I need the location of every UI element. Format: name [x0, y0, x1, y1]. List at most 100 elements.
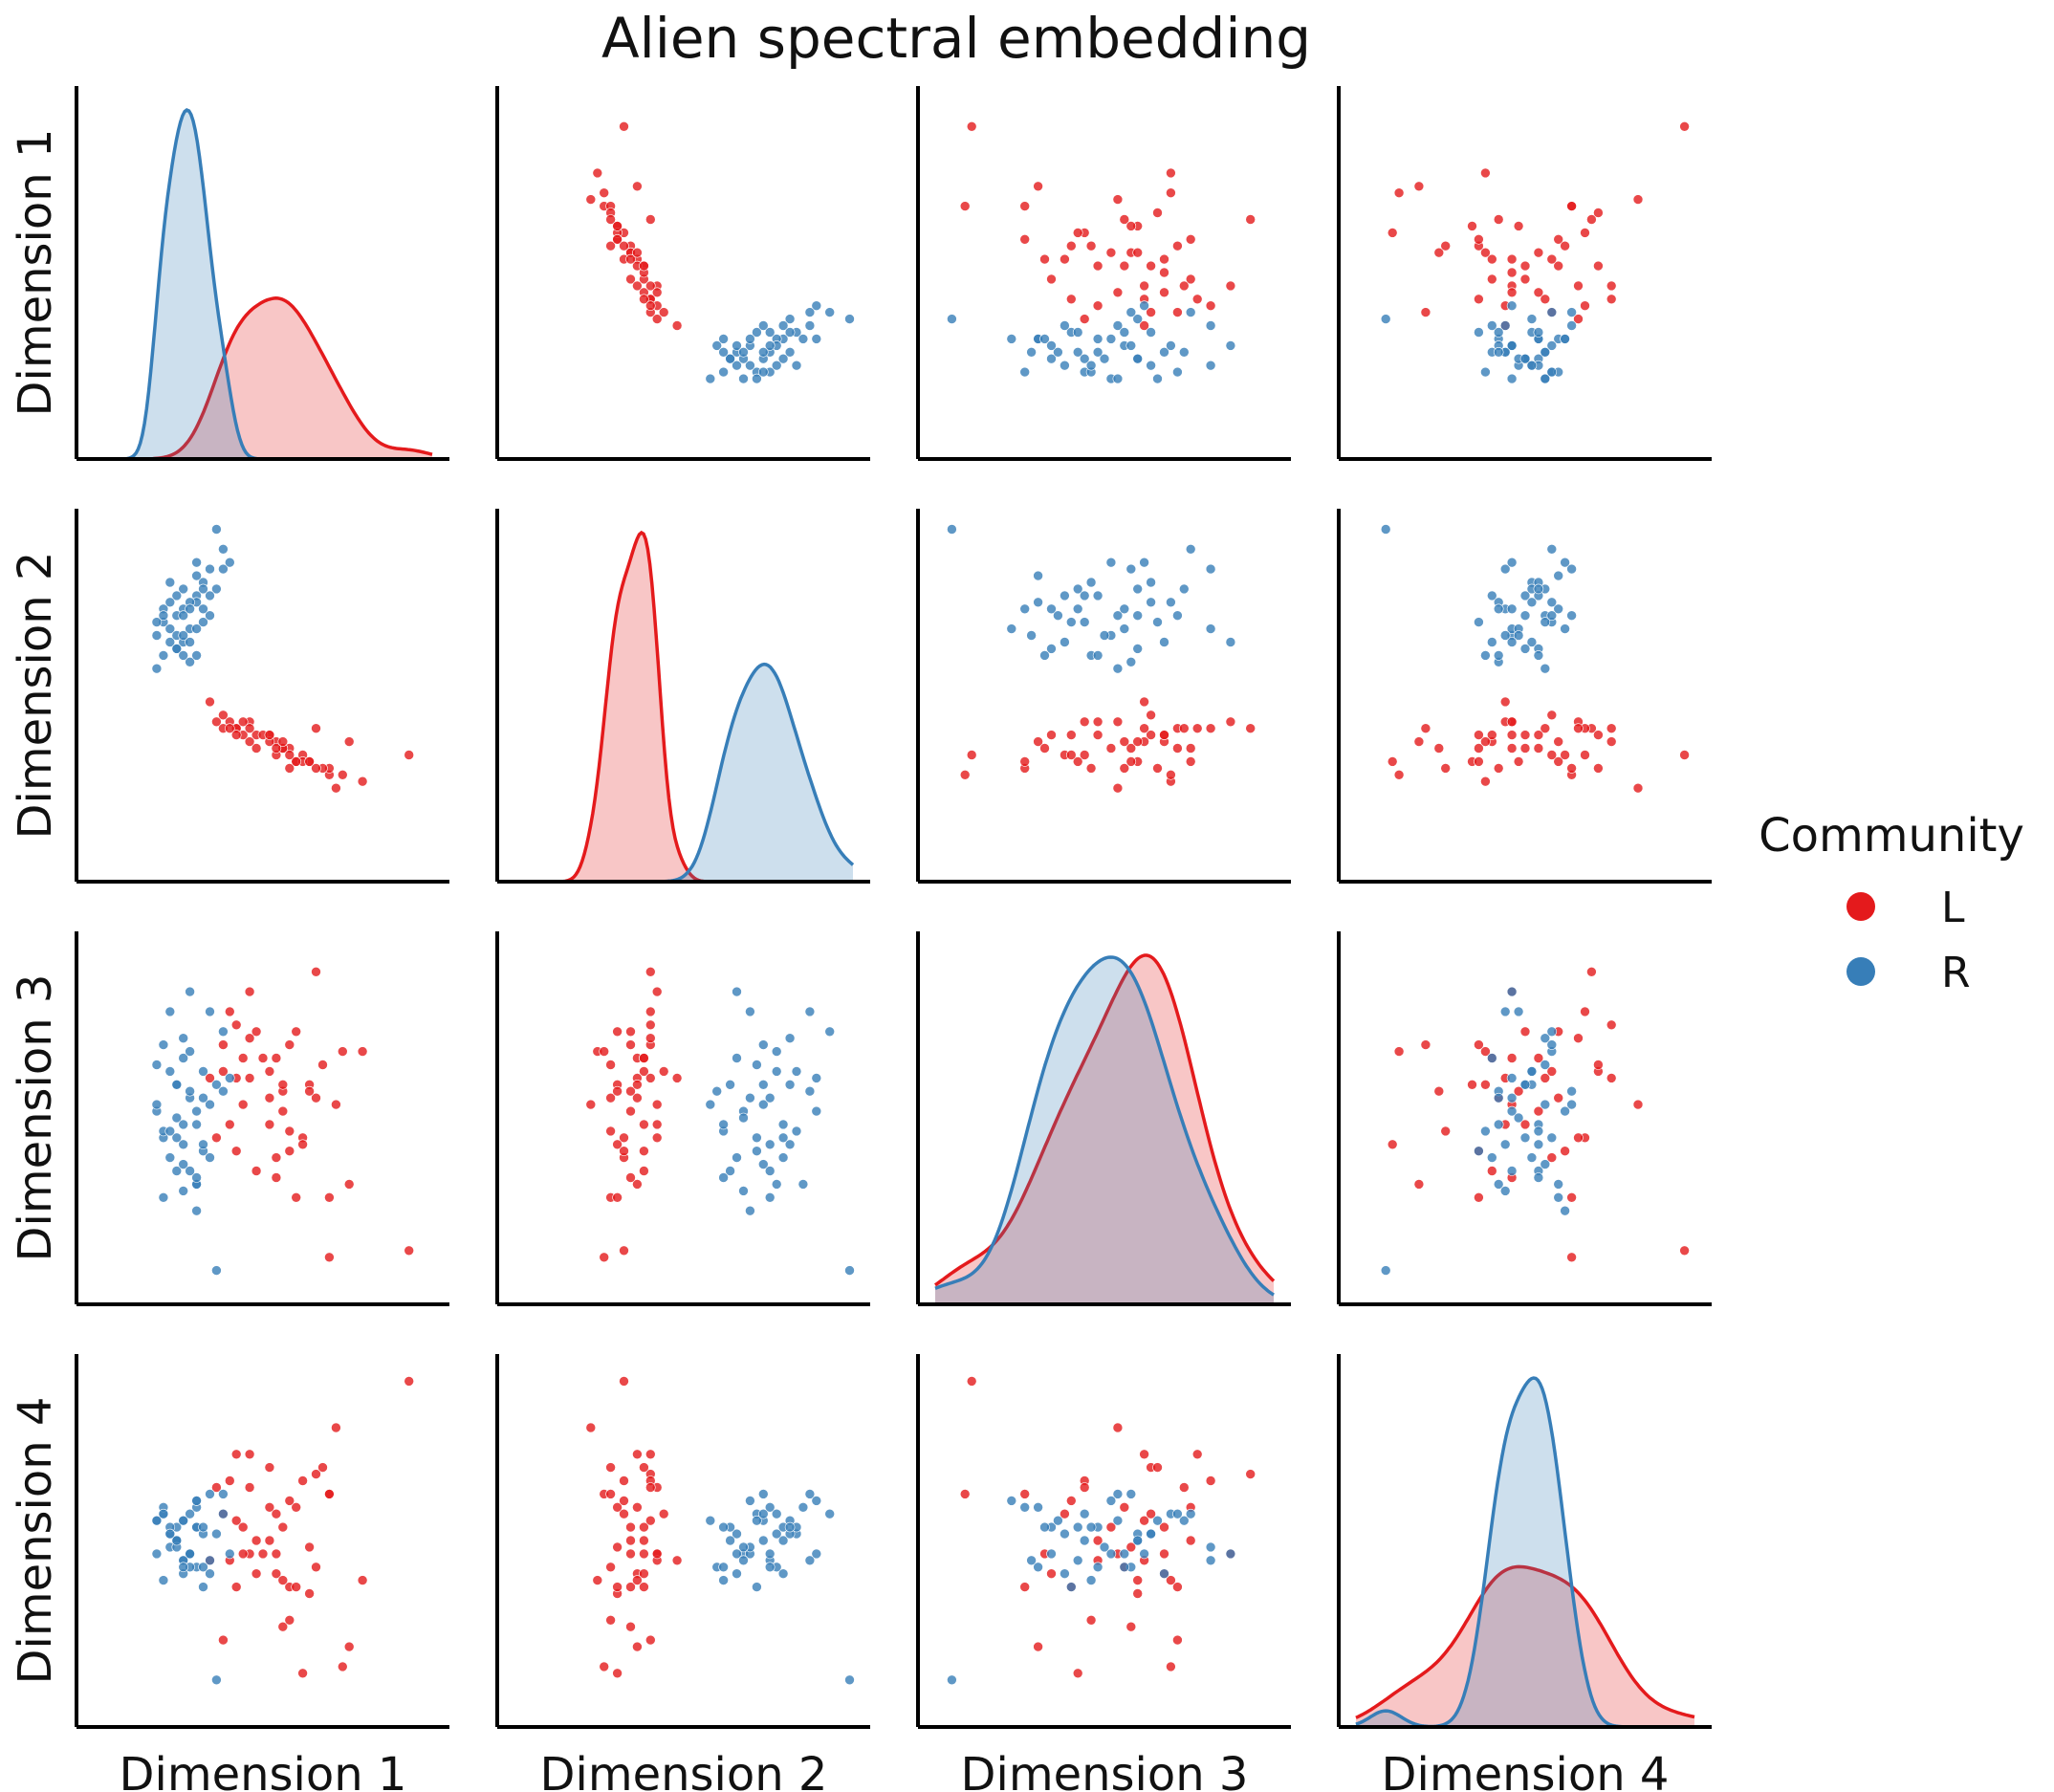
point-r-23: [1079, 590, 1090, 601]
point-l-14: [1225, 716, 1236, 728]
point-r-45: [164, 1066, 176, 1077]
point-r-33: [1085, 577, 1097, 588]
point-r-31: [191, 623, 202, 634]
point-r-37: [1499, 630, 1511, 641]
panel-r3-c4: [1337, 931, 1712, 1306]
point-r-22: [757, 1489, 769, 1499]
point-l-27: [1533, 1105, 1544, 1117]
point-l-18: [1519, 273, 1531, 285]
point-l-36: [599, 1661, 610, 1672]
point-r-24: [718, 334, 729, 344]
point-r-15: [185, 1085, 195, 1097]
point-l-42: [1519, 260, 1531, 272]
point-l-29: [1474, 756, 1484, 767]
point-l-13: [1146, 260, 1156, 272]
point-r-30: [171, 1112, 183, 1124]
point-r-2: [777, 1119, 789, 1130]
point-r-32: [1493, 603, 1504, 615]
point-r-17: [1066, 617, 1077, 627]
point-l-2: [324, 1252, 335, 1263]
point-l-33: [1159, 730, 1169, 740]
point-l-20: [612, 1139, 623, 1150]
point-l-43: [645, 1482, 656, 1493]
point-l-41: [1139, 696, 1149, 708]
point-r-21: [1205, 360, 1216, 371]
point-l-30: [1606, 1073, 1617, 1083]
point-r-42: [1046, 1548, 1057, 1560]
point-r-13: [205, 1555, 215, 1566]
point-l-13: [1593, 260, 1604, 272]
point-r-35: [1487, 320, 1497, 331]
point-l-36: [337, 769, 348, 780]
point-r-44: [1493, 346, 1504, 358]
point-l-8: [585, 1099, 597, 1110]
point-l-27: [1533, 743, 1544, 754]
point-r-41: [757, 1039, 769, 1050]
point-l-1: [1679, 750, 1690, 760]
point-r-19: [1159, 1568, 1169, 1579]
point-l-8: [585, 1422, 597, 1433]
point-r-39: [1519, 353, 1531, 364]
point-r-32: [1119, 1562, 1130, 1573]
point-r-34: [732, 986, 742, 997]
point-r-19: [732, 1053, 742, 1063]
panel-r4-c3: [916, 1354, 1291, 1729]
point-l-40: [612, 1085, 623, 1097]
point-l-7: [612, 1026, 623, 1038]
point-r-40: [1072, 327, 1083, 338]
legend-marker-l: [1846, 892, 1875, 921]
point-r-28: [784, 1080, 796, 1090]
point-l-3: [1245, 723, 1256, 734]
point-l-12: [1566, 1192, 1577, 1203]
point-r-19: [1159, 637, 1169, 647]
point-r-30: [1099, 630, 1110, 641]
point-r-18: [218, 1508, 229, 1519]
point-l-1: [404, 1376, 415, 1387]
point-r-24: [191, 1172, 202, 1183]
point-l-36: [1166, 769, 1176, 780]
point-r-38: [1105, 557, 1117, 568]
point-l-30: [244, 1449, 255, 1460]
point-l-2: [1566, 1252, 1577, 1263]
point-l-10: [271, 1053, 282, 1063]
point-l-27: [625, 1105, 636, 1117]
point-r-38: [811, 1496, 822, 1506]
point-r-6: [752, 1132, 762, 1144]
point-l-4: [357, 776, 368, 787]
point-l-20: [1072, 756, 1083, 767]
point-r-23: [1079, 1535, 1090, 1546]
point-l-38: [271, 743, 282, 754]
point-r-18: [1546, 1026, 1558, 1038]
point-l-4: [592, 1575, 603, 1585]
point-r-13: [804, 320, 816, 331]
point-l-43: [244, 1033, 255, 1043]
point-r-19: [1487, 1053, 1497, 1063]
point-l-19: [639, 1521, 649, 1533]
point-l-36: [1393, 187, 1405, 198]
point-r-8: [784, 346, 796, 358]
point-r-42: [764, 340, 776, 351]
point-l-40: [612, 1541, 623, 1553]
point-r-20: [1033, 1502, 1043, 1513]
point-l-10: [1487, 253, 1497, 265]
point-r-7: [732, 1152, 742, 1163]
kde-fill-r-dimension-4: [1356, 1378, 1694, 1727]
point-l-35: [237, 1548, 249, 1560]
point-r-43: [1125, 1489, 1137, 1499]
point-r-40: [1533, 327, 1544, 338]
point-r-17: [752, 1582, 762, 1592]
point-l-43: [244, 1482, 255, 1493]
point-r-23: [1519, 1132, 1531, 1144]
panel-r4-c2: [495, 1354, 870, 1729]
point-r-23: [777, 1132, 789, 1144]
point-l-3: [1245, 214, 1256, 225]
kde-line-l-dimension-4: [1355, 1564, 1695, 1719]
point-l-1: [966, 750, 977, 760]
point-r-29: [757, 346, 769, 358]
point-r-10: [1119, 623, 1130, 634]
point-r-37: [1026, 1555, 1037, 1566]
point-l-12: [1566, 201, 1577, 211]
point-r-43: [1566, 1085, 1577, 1097]
point-l-34: [619, 1496, 629, 1506]
point-r-9: [1033, 597, 1043, 608]
